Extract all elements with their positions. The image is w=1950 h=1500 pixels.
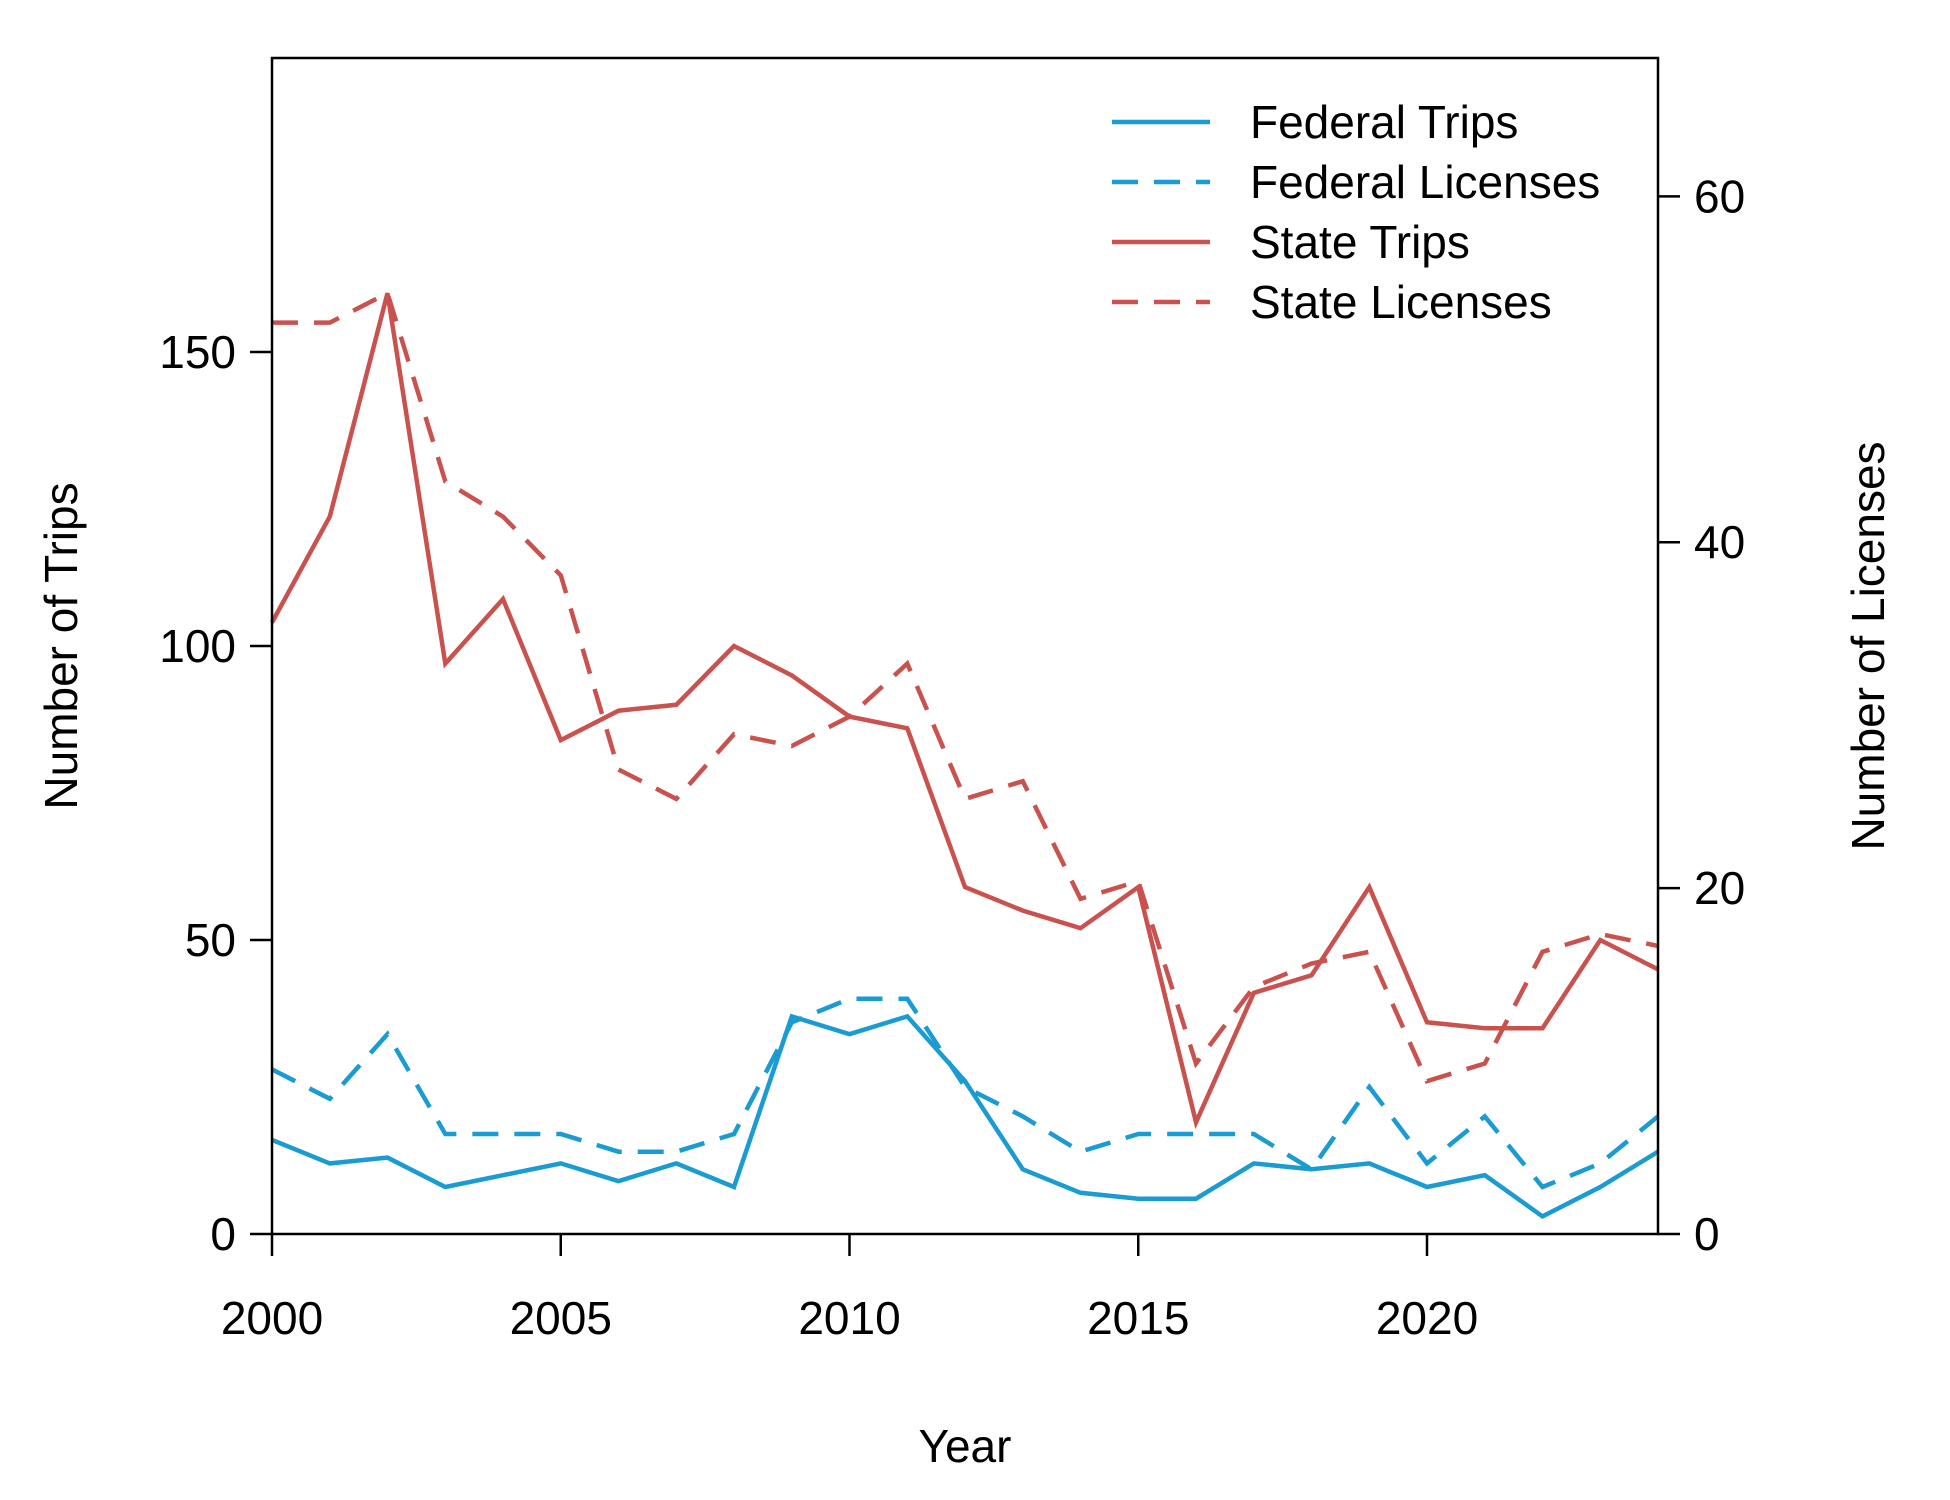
- x-tick-label: 2020: [1376, 1292, 1478, 1344]
- y-right-tick-label: 0: [1694, 1208, 1720, 1260]
- x-tick-label: 2010: [798, 1292, 900, 1344]
- x-axis-title: Year: [919, 1420, 1012, 1472]
- y-right-tick-label: 20: [1694, 862, 1745, 914]
- y-left-tick-label: 0: [210, 1208, 236, 1260]
- series-line-federal-trips: [271, 1013, 1660, 1220]
- x-tick-label: 2015: [1087, 1292, 1189, 1344]
- legend-label: Federal Trips: [1250, 96, 1518, 148]
- x-tick-label: 2000: [221, 1292, 323, 1344]
- y-left-tick-label: 150: [159, 326, 236, 378]
- series-layer: [270, 289, 1660, 1220]
- x-tick-label: 2005: [510, 1292, 612, 1344]
- legend-label: State Trips: [1250, 216, 1470, 268]
- y-right-axis: 0 20 40 60: [1658, 170, 1745, 1260]
- legend-label: Federal Licenses: [1250, 156, 1600, 208]
- series-line-state-trips: [270, 292, 1660, 1130]
- y-left-tick-label: 100: [159, 620, 236, 672]
- y-right-tick-label: 40: [1694, 516, 1745, 568]
- y-left-tick-label: 50: [185, 914, 236, 966]
- x-axis: 2000 2005 2010 2015 2020: [221, 1234, 1478, 1344]
- series-line-federal-licenses: [270, 996, 1660, 1190]
- y-left-axis-title: Number of Trips: [35, 482, 87, 809]
- legend-label: State Licenses: [1250, 276, 1552, 328]
- y-right-axis-title: Number of Licenses: [1842, 441, 1894, 850]
- y-right-tick-label: 60: [1694, 170, 1745, 222]
- legend: Federal Trips Federal Licenses State Trips…: [1112, 96, 1600, 328]
- series-line-state-licenses: [272, 289, 1659, 1084]
- y-left-axis: 0 50 100 150: [159, 326, 272, 1260]
